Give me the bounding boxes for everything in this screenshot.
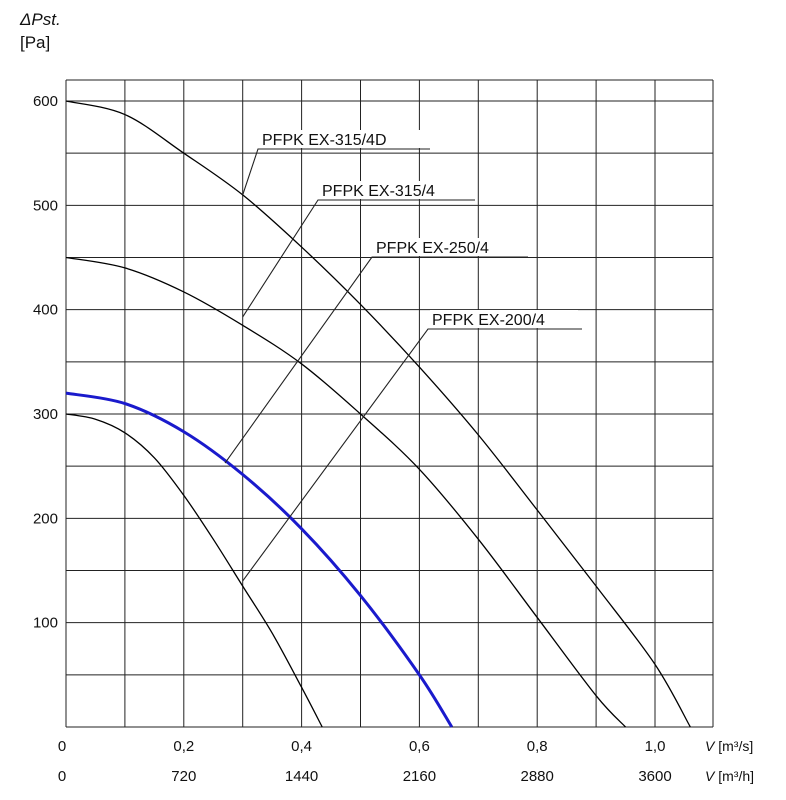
annotation-label: PFPK EX-315/4 <box>322 183 435 200</box>
y-tick-label: 400 <box>33 302 58 319</box>
x-tick-label-m3s: 0,6 <box>409 738 430 755</box>
x-tick-label-m3h: 2880 <box>521 768 554 785</box>
annotation-background <box>430 310 578 328</box>
y-tick-label: 100 <box>33 615 58 632</box>
annotation-label: PFPK EX-315/4D <box>262 132 387 149</box>
y-tick-label: 500 <box>33 197 58 214</box>
x-axis-unit-m3h: V [m³/h] <box>705 768 754 784</box>
x-tick-label-m3s: 0,4 <box>291 738 312 755</box>
x-tick-label-m3s: 0 <box>58 738 66 755</box>
grid <box>65 79 714 728</box>
x-tick-label-m3h: 1440 <box>285 768 318 785</box>
x-tick-label-m3s: 1,0 <box>645 738 666 755</box>
y-axis-unit: [Pa] <box>20 33 51 52</box>
y-axis-symbol: ΔPst. <box>20 10 61 29</box>
x-tick-label-m3s: 0,2 <box>173 738 194 755</box>
curve-line-1 <box>65 100 691 728</box>
x-tick-label-m3h: 2160 <box>403 768 436 785</box>
y-tick-label: 200 <box>33 510 58 527</box>
x-axis-unit-m3s: V [m³/s] <box>705 738 753 754</box>
annotation-leader <box>242 328 582 582</box>
x-tick-label-m3h: 3600 <box>638 768 671 785</box>
x-tick-label-m3s: 0,8 <box>527 738 548 755</box>
annotation-background <box>374 238 524 256</box>
annotation-background <box>260 130 426 148</box>
y-tick-label: 300 <box>33 406 58 423</box>
annotation-label: PFPK EX-250/4 <box>376 240 489 257</box>
annotation-leader <box>242 199 475 318</box>
annotation-label: PFPK EX-200/4 <box>432 312 545 329</box>
x-tick-label-m3h: 0 <box>58 768 66 785</box>
curve-line-3 <box>65 391 454 728</box>
annotation-leader <box>242 148 430 196</box>
y-tick-label: 600 <box>33 93 58 110</box>
x-tick-label-m3h: 720 <box>171 768 196 785</box>
curve-line-2 <box>65 256 627 728</box>
curve-line-4 <box>65 413 323 728</box>
annotation-leader <box>224 256 528 464</box>
annotation-background <box>320 181 471 199</box>
